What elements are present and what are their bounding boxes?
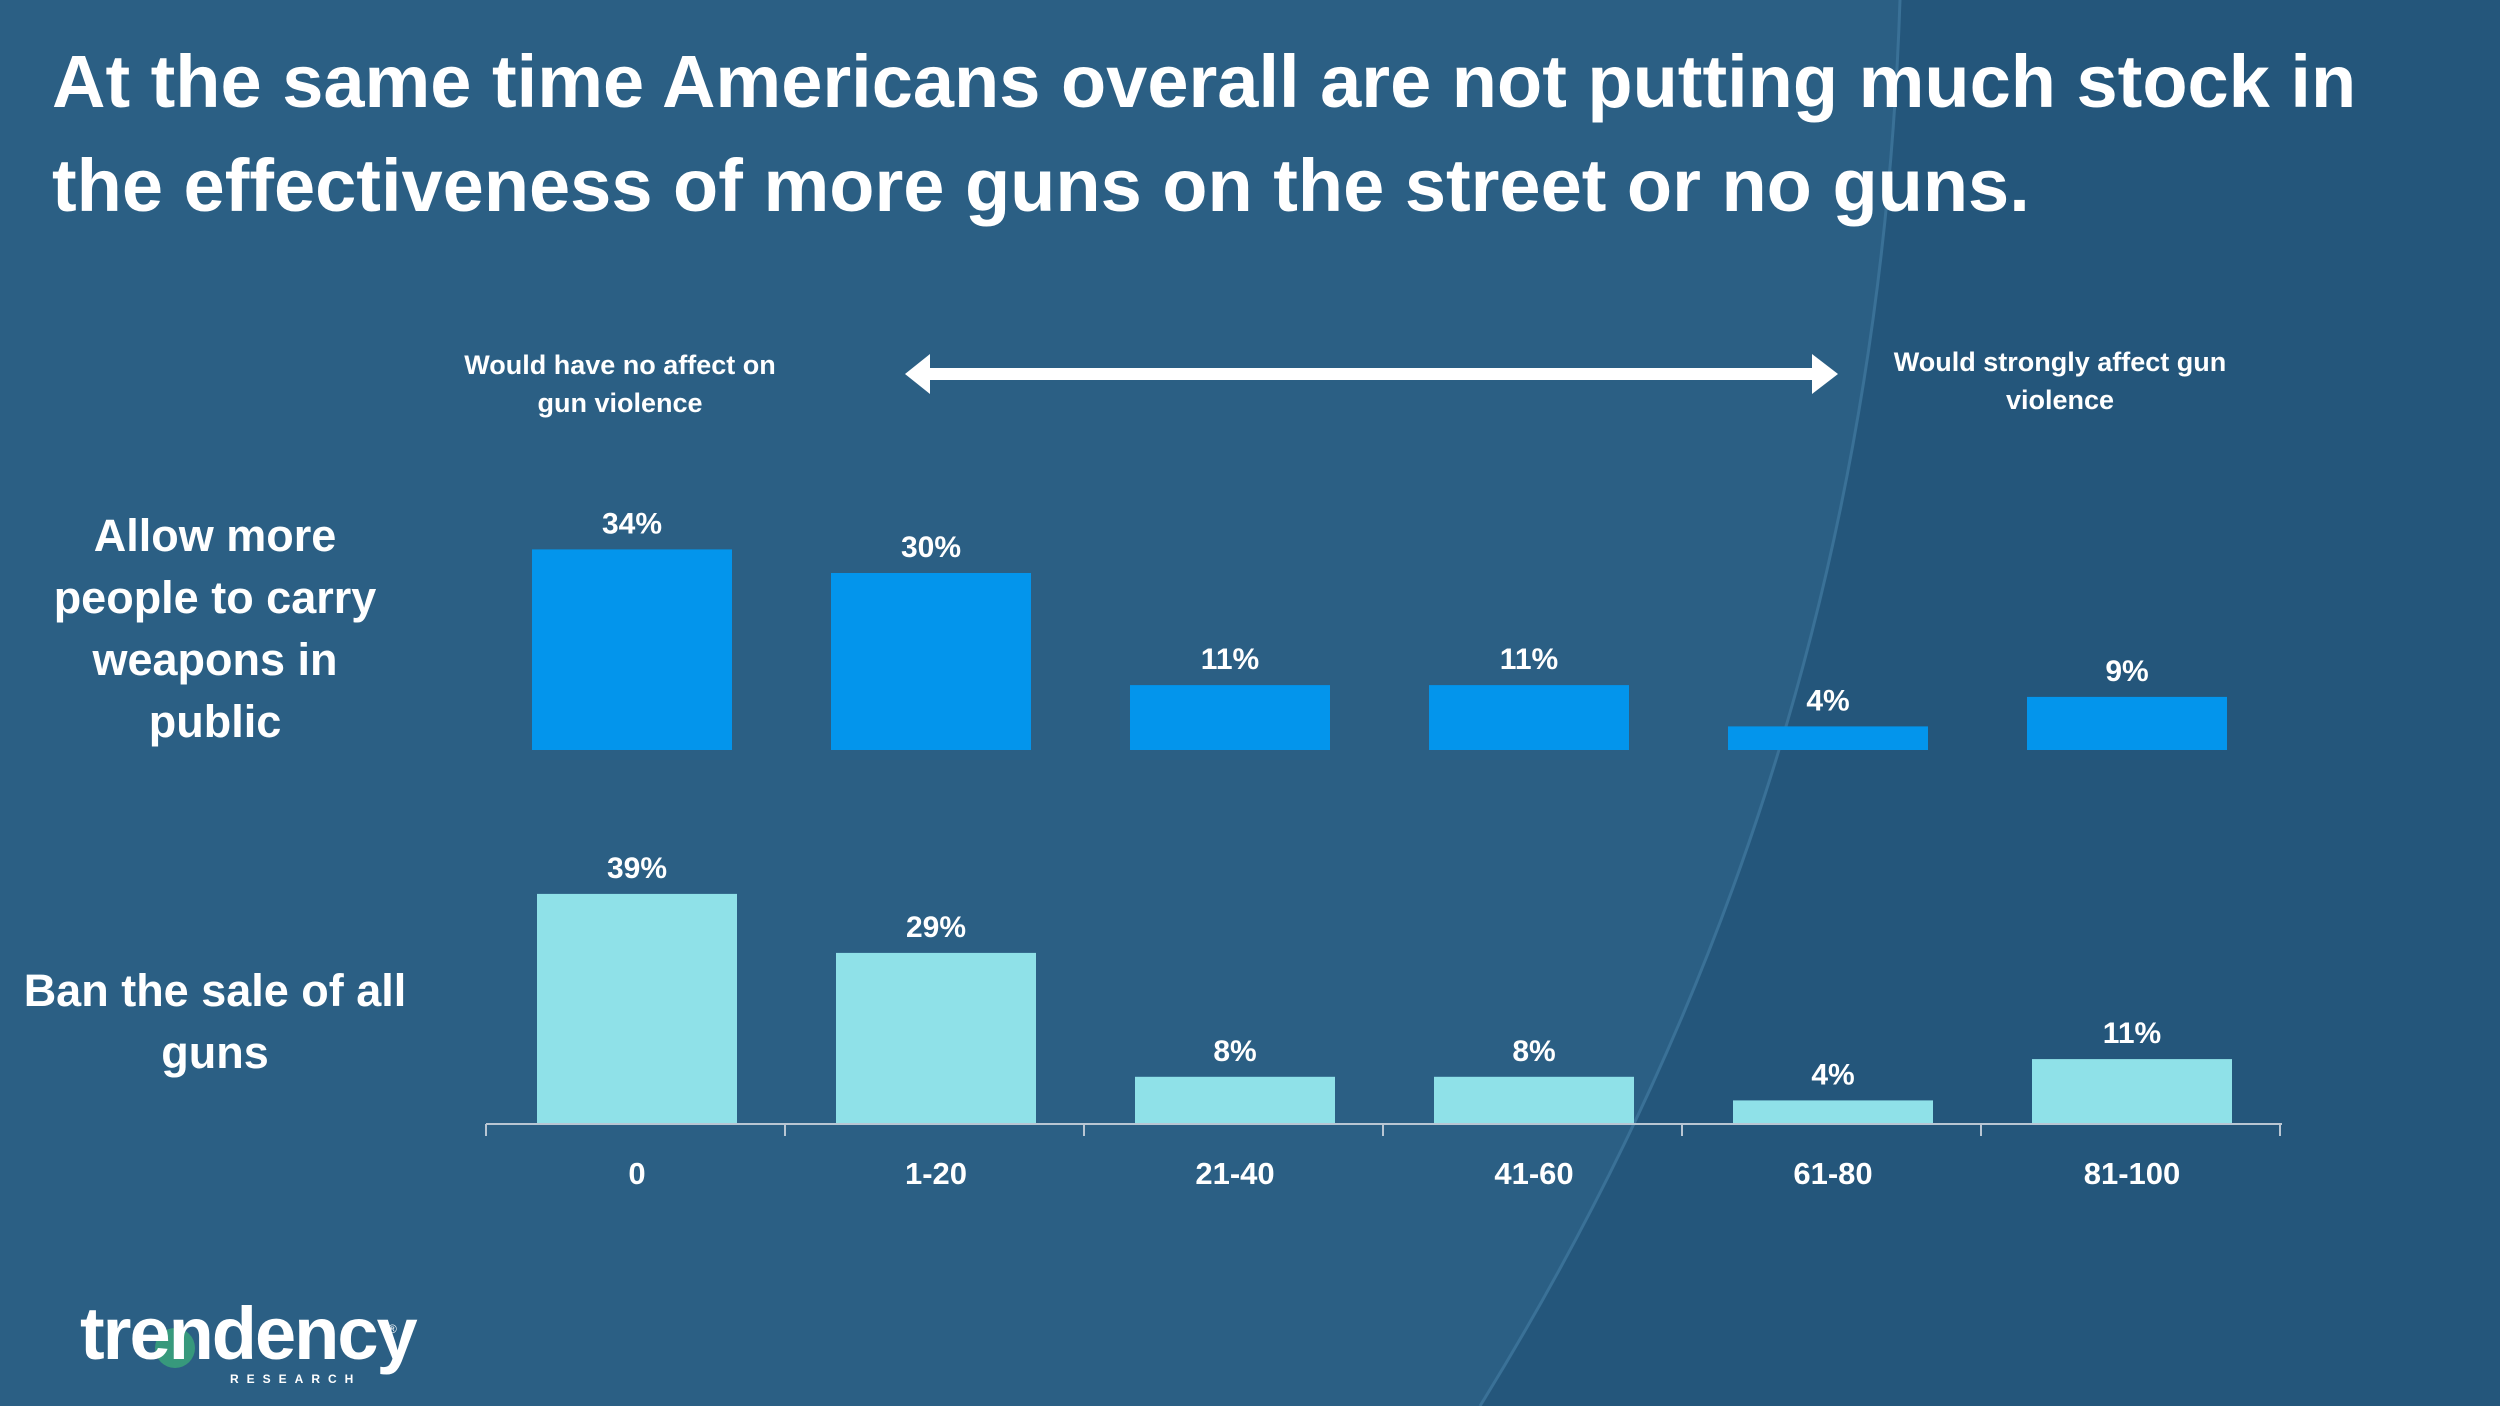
data-label-series2-1-20: 29%	[906, 911, 966, 944]
data-label-series1-41-60: 11%	[1500, 643, 1558, 676]
x-tick-label-1-20: 1-20	[905, 1156, 967, 1191]
scale-left-label: Would have no affect on gun violence	[464, 350, 776, 418]
data-label-series2-0: 39%	[607, 852, 667, 885]
row-label-ban-guns: Ban the sale of all guns	[23, 965, 407, 1078]
bar-series2-81-100	[2032, 1059, 2232, 1124]
data-label-series1-1-20: 30%	[901, 531, 961, 564]
trendency-logo: trendency RESEARCH ®	[80, 1294, 418, 1390]
scale-right-label: Would strongly affect gun violence	[1893, 347, 2227, 415]
logo-mark	[155, 1328, 195, 1368]
scale-arrow-right-head	[1812, 354, 1838, 394]
x-tick-label-61-80: 61-80	[1793, 1156, 1872, 1191]
scale-arrow-left-head	[905, 354, 930, 394]
bar-series1-61-80	[1728, 726, 1928, 750]
data-label-series2-61-80: 4%	[1811, 1058, 1854, 1091]
data-label-series2-81-100: 11%	[2103, 1017, 2161, 1050]
bar-series1-41-60	[1429, 685, 1629, 750]
data-label-series2-41-60: 8%	[1512, 1035, 1555, 1068]
x-tick-label-41-60: 41-60	[1494, 1156, 1573, 1191]
data-label-series2-21-40: 8%	[1213, 1035, 1256, 1068]
bar-series2-41-60	[1434, 1076, 1634, 1124]
x-tick-label-81-100: 81-100	[2084, 1156, 2181, 1191]
bar-series1-81-100	[2027, 696, 2227, 750]
logo-subtitle: RESEARCH	[230, 1372, 362, 1386]
bar-series2-1-20	[836, 952, 1036, 1124]
logo-trademark: ®	[388, 1322, 397, 1336]
page-title: At the same time Americans overall are n…	[52, 40, 2357, 227]
logo-wordmark: trendency	[80, 1292, 418, 1375]
data-label-series1-81-100: 9%	[2105, 655, 2148, 688]
x-tick-label-21-40: 21-40	[1195, 1156, 1274, 1191]
bar-series2-0	[537, 893, 737, 1124]
data-label-series1-0: 34%	[602, 507, 662, 540]
bar-series1-21-40	[1130, 685, 1330, 750]
bar-series2-21-40	[1135, 1076, 1335, 1124]
x-tick-label-0: 0	[628, 1156, 645, 1191]
data-label-series1-21-40: 11%	[1201, 643, 1259, 676]
row-label-carry-weapons: Allow more people to carry weapons in pu…	[53, 510, 377, 747]
data-label-series1-61-80: 4%	[1806, 684, 1849, 717]
bar-series1-0	[532, 549, 732, 750]
bar-series1-1-20	[831, 573, 1031, 750]
bar-series2-61-80	[1733, 1100, 1933, 1124]
